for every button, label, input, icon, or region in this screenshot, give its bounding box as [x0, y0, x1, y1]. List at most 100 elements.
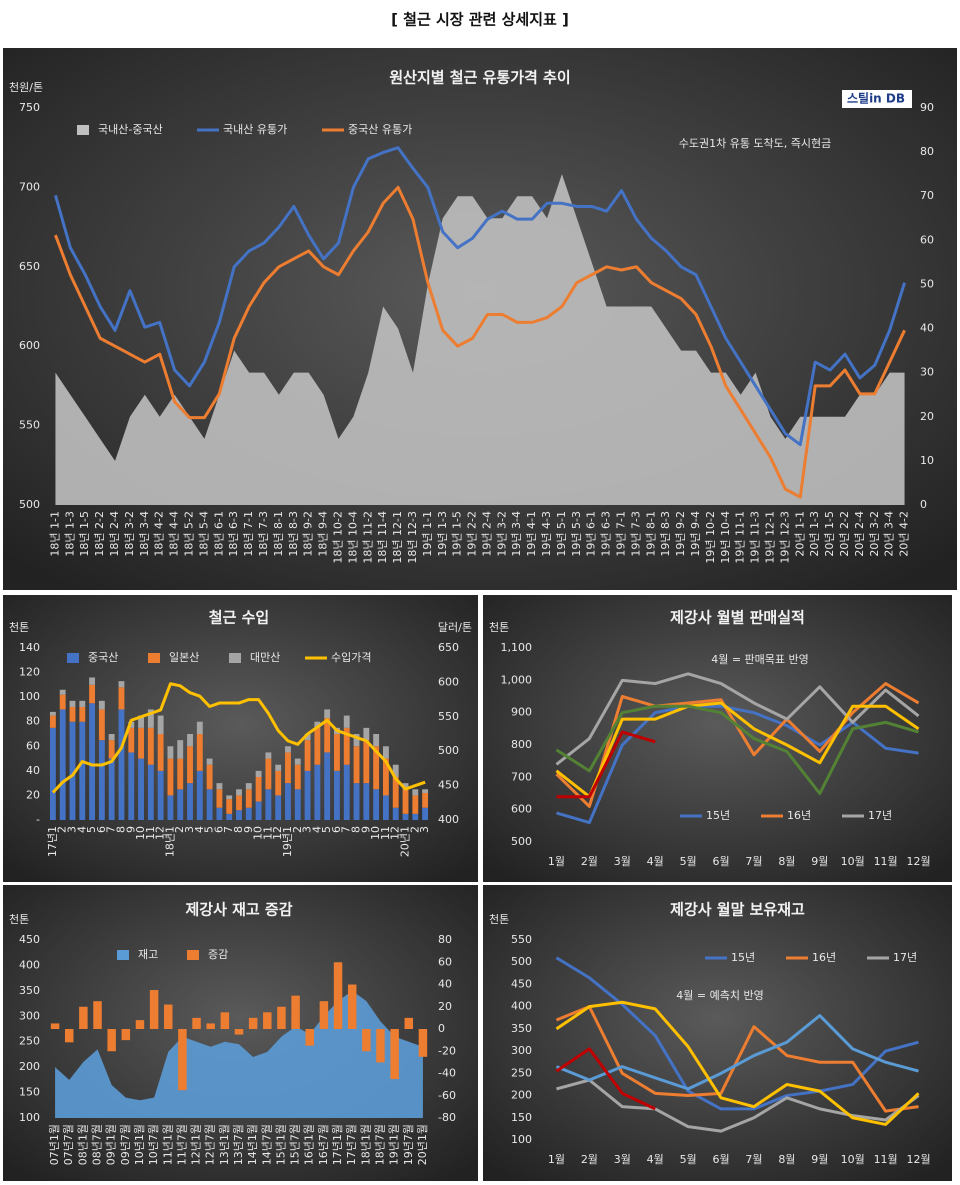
x-tick-label: 11 [379, 826, 392, 840]
x-tick-label: 12년1월 [190, 1124, 203, 1165]
chart-title: 제강사 월말 보유재고 [670, 901, 805, 919]
y-tick-label: - [36, 813, 40, 826]
bar [412, 795, 419, 814]
bar [93, 1001, 102, 1029]
x-tick-label: 10 [369, 826, 382, 840]
legend-label: 국내산 유통가 [223, 123, 287, 136]
x-tick-label: 19년 2-2 [466, 511, 479, 557]
bar [157, 734, 164, 771]
bar [49, 715, 56, 728]
bar [89, 684, 96, 704]
legend-label: 대만산 [250, 651, 280, 664]
bar [390, 1029, 399, 1080]
bar [167, 758, 174, 796]
bar [275, 795, 282, 820]
x-tick-label: 09년7월 [119, 1124, 132, 1165]
bar [418, 1029, 428, 1057]
x-tick-label: 18년 12-1 [391, 511, 404, 564]
line [556, 730, 656, 799]
x-tick-label: 13년1월 [218, 1124, 231, 1165]
x-tick-label: 18년 4-4 [168, 511, 181, 557]
bar [362, 1029, 371, 1052]
bar [128, 727, 135, 753]
y-tick-label: 500 [19, 498, 40, 511]
bar [285, 746, 291, 753]
x-tick-label: 3 [301, 826, 314, 833]
x-tick-label: 08년1월 [76, 1124, 89, 1165]
bar [294, 789, 301, 820]
bar [157, 770, 164, 820]
bar [422, 789, 429, 793]
bar [192, 1017, 201, 1029]
y2-tick-label: 30 [920, 366, 934, 379]
panel [483, 595, 952, 882]
x-tick-label: 16년7월 [317, 1124, 330, 1165]
bar [79, 706, 86, 722]
x-tick-label: 18년 6-3 [227, 511, 240, 557]
x-tick-label: 5 [85, 826, 98, 833]
bar [196, 734, 203, 771]
y2-tick-label: -40 [438, 1067, 456, 1080]
bar [382, 758, 389, 796]
bar [314, 721, 321, 728]
x-tick-label: 19년1 [281, 826, 294, 857]
x-tick-label: 3월 [614, 1153, 631, 1166]
bar [285, 752, 291, 784]
x-tick-label: 18년 11-2 [361, 511, 374, 564]
y-tick-label: 80 [26, 715, 40, 728]
legend-label: 15년 [706, 809, 730, 822]
x-tick-label: 18년 7-1 [242, 511, 255, 557]
bar [422, 807, 429, 820]
bar [226, 813, 233, 820]
bar [118, 681, 125, 688]
bar [89, 703, 96, 820]
x-tick-label: 6월 [712, 1153, 729, 1166]
y-tick-label: 120 [19, 666, 40, 679]
bar [98, 709, 105, 741]
legend-label: 17년 [893, 951, 917, 964]
bar [79, 1006, 88, 1029]
y2-tick-label: 80 [438, 933, 452, 946]
x-tick-label: 7 [340, 826, 353, 833]
bar [226, 795, 233, 800]
x-tick-label: 18년 11-4 [376, 511, 389, 564]
x-tick-label: 9 [124, 826, 137, 833]
x-tick-label: 10년7월 [147, 1124, 160, 1165]
legend-label: 일본산 [169, 650, 199, 664]
x-tick-label: 4 [310, 826, 323, 833]
y2-tick-label: 600 [438, 675, 459, 688]
x-tick-label: 20년 4-2 [898, 511, 911, 557]
y-tick-label: 550 [19, 419, 40, 432]
y2-tick-label: -60 [438, 1089, 456, 1102]
x-tick-label: 18년 5-4 [197, 511, 210, 557]
annotation: 수도권1차 유통 도착도, 즉시현금 [679, 137, 832, 150]
bar [422, 792, 429, 808]
x-tick-label: 19년 10-2 [704, 511, 717, 564]
bar [363, 740, 370, 784]
y2-tick-label: 0 [920, 498, 927, 511]
line [555, 672, 920, 766]
x-tick-label: 20년 1-1 [793, 511, 806, 557]
bar [167, 746, 174, 759]
y-tick-label: 40 [26, 764, 40, 777]
x-tick-label: 07년1월 [48, 1124, 61, 1165]
y2-tick-label: 60 [920, 233, 934, 246]
bar [353, 746, 360, 784]
x-tick-label: 19년 4-1 [525, 511, 538, 557]
bar [305, 1029, 314, 1046]
bar [376, 1029, 385, 1063]
bar [236, 789, 242, 796]
x-tick-label: 7 [222, 826, 235, 833]
y-tick-label: 600 [19, 339, 40, 352]
x-tick-label: 19년 9-4 [689, 511, 702, 557]
y-tick-label: 100 [19, 1111, 40, 1124]
x-tick-label: 19년 5-3 [570, 511, 583, 557]
x-tick-label: 19년 8-3 [659, 511, 672, 557]
bar [128, 721, 135, 728]
x-tick-label: 18년 4-2 [153, 511, 166, 557]
x-tick-label: 6 [95, 826, 108, 833]
bar [167, 795, 174, 820]
bar [98, 700, 105, 710]
y2-tick-label: -80 [438, 1111, 456, 1124]
